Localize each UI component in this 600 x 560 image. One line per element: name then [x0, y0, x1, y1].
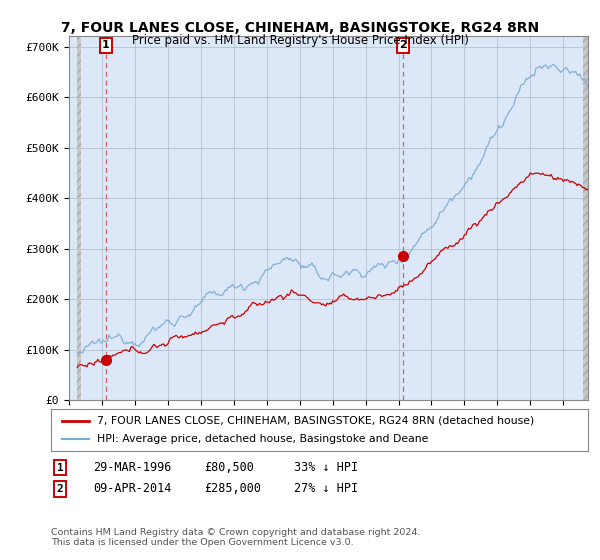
Text: 33% ↓ HPI: 33% ↓ HPI [294, 461, 358, 474]
Text: 29-MAR-1996: 29-MAR-1996 [93, 461, 172, 474]
Text: 1: 1 [56, 463, 64, 473]
Text: 7, FOUR LANES CLOSE, CHINEHAM, BASINGSTOKE, RG24 8RN (detached house): 7, FOUR LANES CLOSE, CHINEHAM, BASINGSTO… [97, 416, 534, 426]
Text: £285,000: £285,000 [204, 482, 261, 496]
Text: Contains HM Land Registry data © Crown copyright and database right 2024.
This d: Contains HM Land Registry data © Crown c… [51, 528, 421, 547]
Text: 7, FOUR LANES CLOSE, CHINEHAM, BASINGSTOKE, RG24 8RN: 7, FOUR LANES CLOSE, CHINEHAM, BASINGSTO… [61, 21, 539, 35]
Text: 27% ↓ HPI: 27% ↓ HPI [294, 482, 358, 496]
Text: 1: 1 [102, 40, 110, 50]
Bar [77, 36, 82, 400]
Text: £80,500: £80,500 [204, 461, 254, 474]
Text: 09-APR-2014: 09-APR-2014 [93, 482, 172, 496]
Text: Price paid vs. HM Land Registry's House Price Index (HPI): Price paid vs. HM Land Registry's House … [131, 34, 469, 46]
Text: HPI: Average price, detached house, Basingstoke and Deane: HPI: Average price, detached house, Basi… [97, 434, 428, 444]
Text: 2: 2 [56, 484, 64, 494]
Bar [583, 36, 588, 400]
Text: 2: 2 [399, 40, 407, 50]
